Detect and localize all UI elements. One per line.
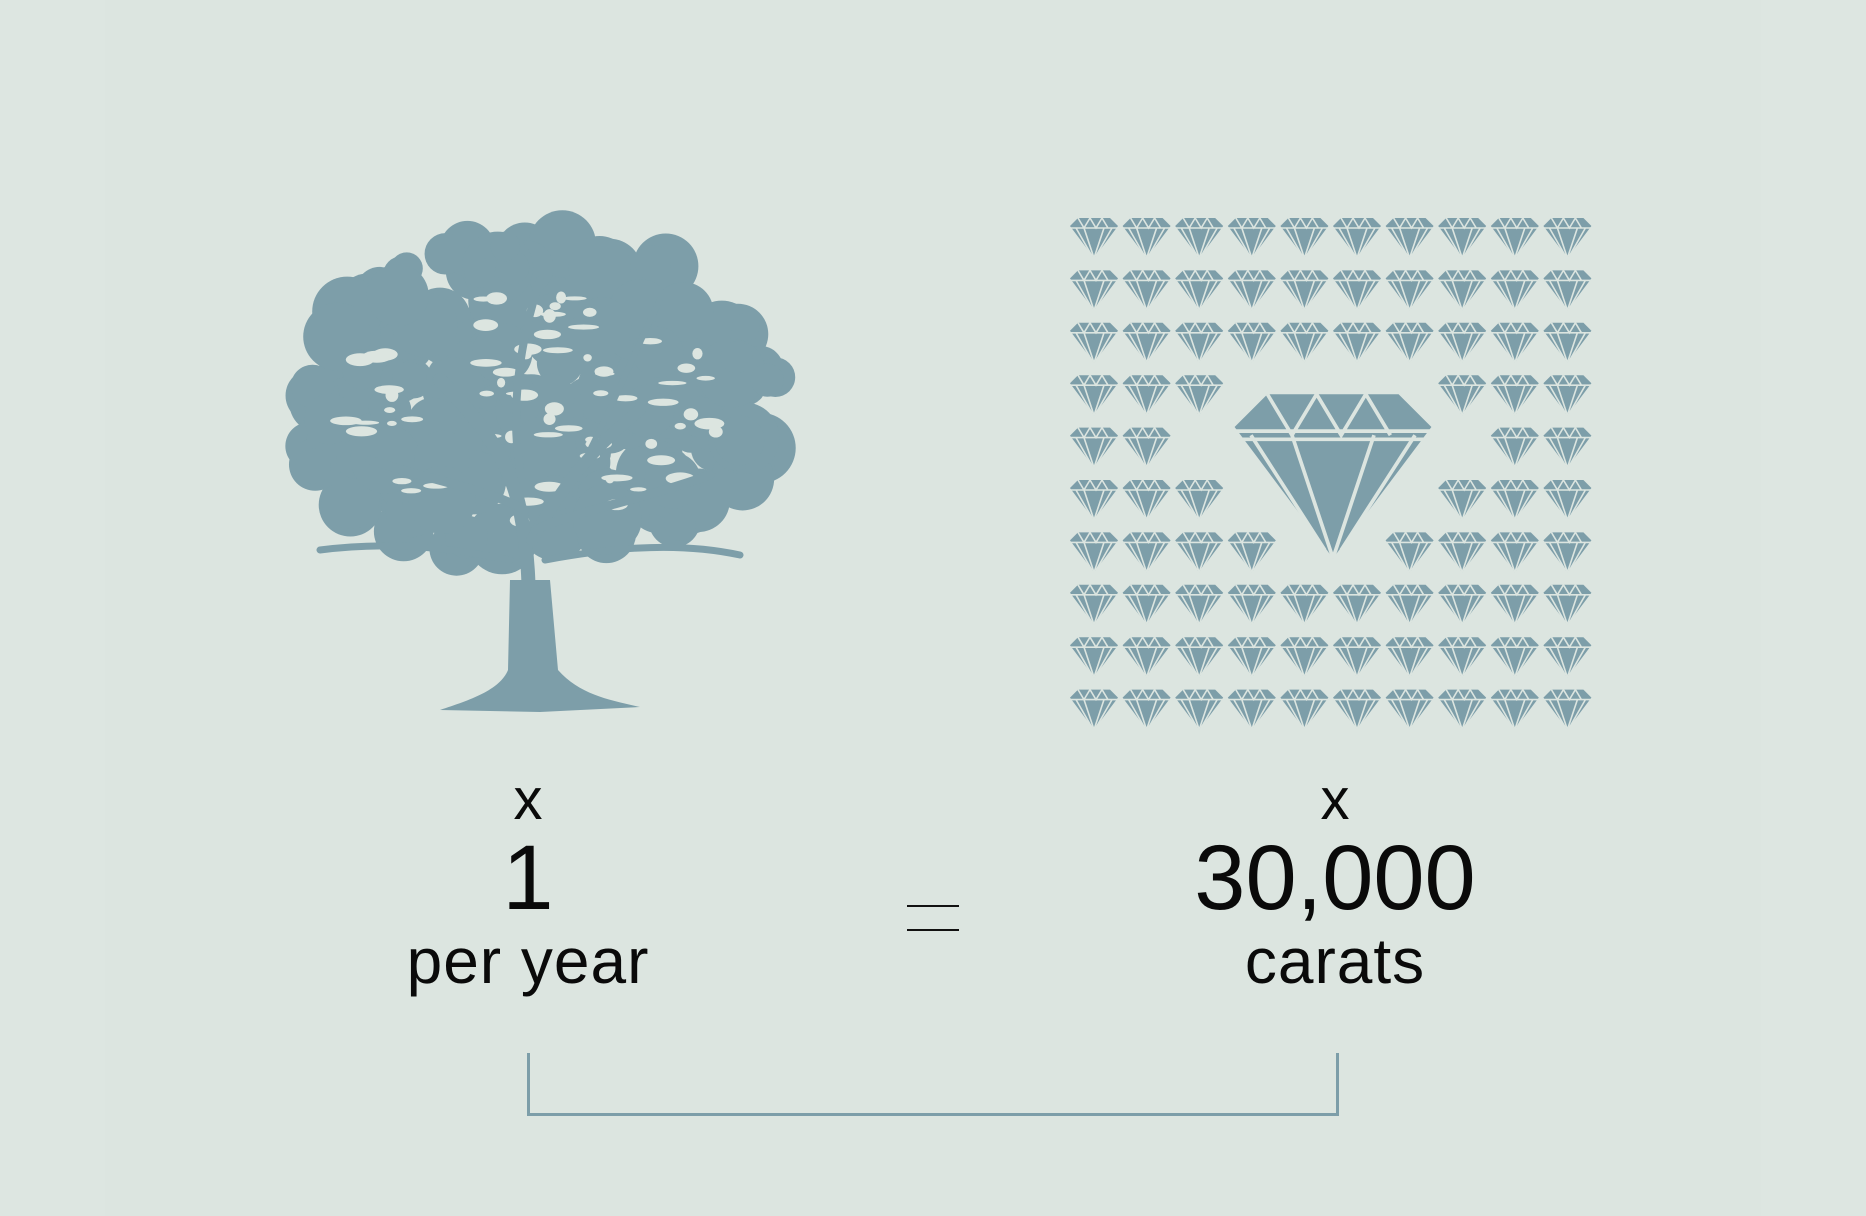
small-diamond-icon [1069,636,1119,679]
small-diamond-icon [1437,636,1487,679]
small-diamond-icon [1174,688,1224,730]
right-value-group: x 30,000 carats [1085,767,1585,997]
background-panel [105,0,1761,1216]
small-diamond-icon [1542,531,1593,574]
small-diamond-icon [1121,583,1172,626]
small-diamond-icon [1384,531,1435,574]
right-multiplier: x [1320,767,1350,832]
small-diamond-icon [1437,479,1487,521]
small-diamond-icon [1121,688,1172,730]
left-unit: per year [406,925,650,997]
small-diamond-icon [1069,269,1119,312]
small-diamond-icon [1542,269,1593,312]
small-diamond-icon [1384,321,1435,364]
small-diamond-icon [1227,321,1277,364]
small-diamond-icon [1279,688,1330,730]
small-diamond-icon [1121,531,1172,574]
small-diamond-icon [1332,688,1382,730]
left-value-group: x 1 per year [278,767,778,997]
small-diamond-icon [1437,688,1487,730]
small-diamond-icon [1490,269,1540,312]
small-diamond-icon [1069,583,1119,626]
small-diamond-icon [1069,217,1119,259]
small-diamond-icon [1227,636,1277,679]
small-diamond-icon [1384,269,1435,312]
small-diamond-icon [1121,426,1172,469]
small-diamond-icon [1490,688,1540,730]
small-diamond-icon [1174,269,1224,312]
small-diamond-icon [1542,321,1593,364]
small-diamond-icon [1069,479,1119,521]
small-diamond-icon [1174,531,1224,574]
left-value: 1 [502,827,554,929]
small-diamond-icon [1542,374,1593,417]
small-diamond-icon [1174,321,1224,364]
small-diamond-icon [1174,479,1224,521]
small-diamond-icon [1069,374,1119,417]
small-diamond-icon [1542,479,1593,521]
small-diamond-icon [1490,583,1540,626]
small-diamond-icon [1384,217,1435,259]
small-diamond-icon [1069,321,1119,364]
small-diamond-icon [1437,217,1487,259]
small-diamond-icon [1174,583,1224,626]
tree-icon [285,210,796,712]
small-diamond-icon [1332,583,1382,626]
small-diamond-icon [1490,531,1540,574]
small-diamond-icon [1490,479,1540,521]
small-diamond-icon [1490,426,1540,469]
small-diamond-icon [1332,269,1382,312]
small-diamond-icon [1069,531,1119,574]
small-diamond-icon [1227,583,1277,626]
left-multiplier: x [513,767,543,832]
small-diamond-icon [1490,217,1540,259]
small-diamond-icon [1542,426,1593,469]
small-diamond-icon [1121,217,1172,259]
small-diamond-icon [1279,583,1330,626]
small-diamond-icon [1227,531,1277,574]
small-diamond-icon [1279,217,1330,259]
small-diamond-icon [1121,479,1172,521]
small-diamond-icon [1384,636,1435,679]
small-diamond-icon [1384,688,1435,730]
small-diamond-icon [1490,321,1540,364]
small-diamond-icon [1227,269,1277,312]
small-diamond-icon [1174,636,1224,679]
small-diamond-icon [1490,636,1540,679]
small-diamond-icon [1384,583,1435,626]
small-diamond-icon [1332,217,1382,259]
right-value: 30,000 [1194,827,1476,929]
small-diamond-icon [1437,321,1487,364]
small-diamond-icon [1332,636,1382,679]
large-diamond-icon [1234,390,1432,559]
small-diamond-icon [1542,636,1593,679]
small-diamond-icon [1174,374,1224,417]
small-diamond-icon [1279,636,1330,679]
small-diamond-icon [1069,426,1119,469]
small-diamond-icon [1121,269,1172,312]
small-diamond-icon [1542,583,1593,626]
small-diamond-icon [1437,374,1487,417]
small-diamond-icon [1279,321,1330,364]
small-diamond-icon [1227,217,1277,259]
small-diamond-icon [1121,636,1172,679]
small-diamond-icon [1174,217,1224,259]
small-diamond-icon [1227,688,1277,730]
right-unit: carats [1244,925,1426,997]
diamond-grid [1069,217,1593,730]
small-diamond-icon [1490,374,1540,417]
small-diamond-icon [1069,688,1119,730]
small-diamond-icon [1437,269,1487,312]
small-diamond-icon [1121,374,1172,417]
connector-bracket [527,1053,1339,1116]
small-diamond-icon [1279,269,1330,312]
small-diamond-icon [1332,321,1382,364]
small-diamond-icon [1437,583,1487,626]
small-diamond-icon [1121,321,1172,364]
equals-sign [907,905,959,931]
small-diamond-icon [1542,688,1593,730]
small-diamond-icon [1437,531,1487,574]
small-diamond-icon [1542,217,1593,259]
